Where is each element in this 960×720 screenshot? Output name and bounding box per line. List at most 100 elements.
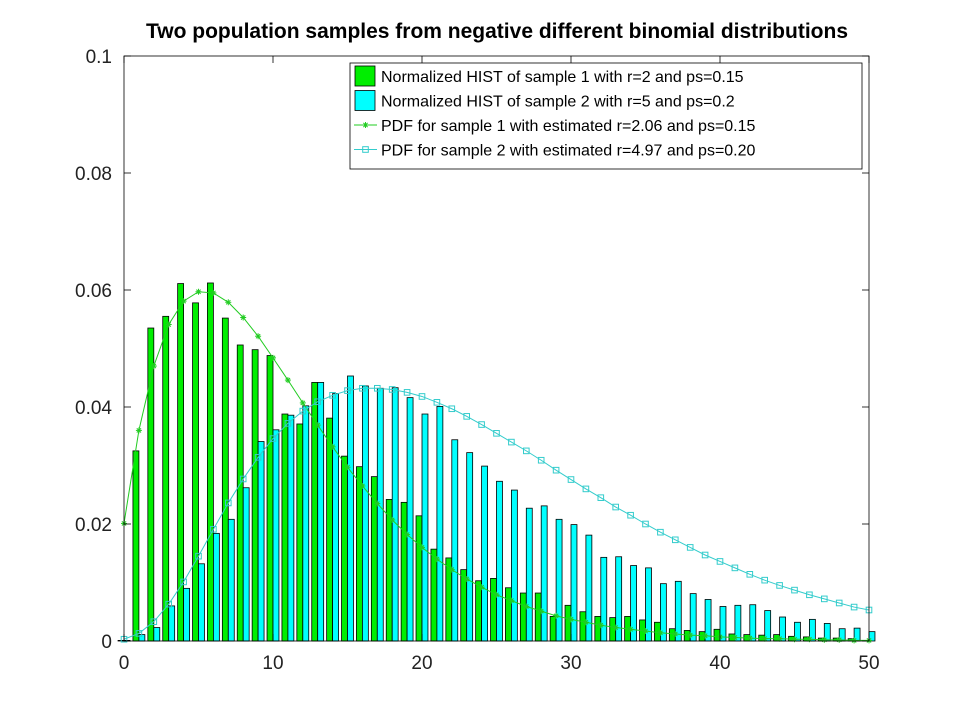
bar-s1-x8 — [236, 344, 244, 642]
bar-s1-x19 — [400, 501, 408, 642]
x-tick-label-40: 40 — [709, 653, 730, 674]
pdf-marker-2-x32 — [597, 494, 605, 501]
pdf-marker-2-x42 — [746, 571, 754, 578]
pdf-marker-2-x16 — [359, 384, 366, 392]
bar-s2-x43 — [764, 610, 772, 642]
pdf-marker-2-x9 — [254, 454, 262, 461]
bar-s2-x21 — [436, 406, 444, 642]
axes-layer: 0 10 20 30 40 50 0 0.02 0.04 0.06 0.08 0.1 — [75, 47, 880, 674]
bar-s2-x2 — [153, 627, 161, 642]
lines-layer — [120, 288, 873, 644]
pdf-marker-1-x35 — [642, 628, 649, 635]
bar-s1-x31 — [579, 611, 587, 642]
pdf-marker-2-x25 — [493, 430, 500, 437]
pdf-marker-1-x24 — [478, 584, 485, 591]
bar-s1-x20 — [415, 515, 423, 642]
y-tick-label-0.1: 0.1 — [86, 47, 112, 68]
pdf-marker-2-x3 — [165, 600, 172, 608]
pdf-marker-2-x5 — [195, 552, 202, 560]
pdf-marker-2-x36 — [657, 528, 664, 536]
bar-s1-x24 — [475, 580, 483, 642]
bar-s1-x32 — [594, 616, 602, 642]
legend-marker-3 — [362, 122, 369, 128]
pdf-marker-1-x3 — [165, 321, 172, 328]
bar-s2-x11 — [287, 414, 295, 642]
pdf-marker-2-x34 — [627, 511, 634, 519]
pdf-marker-2-x14 — [329, 392, 336, 399]
bar-s1-x11 — [281, 413, 289, 642]
bar-s2-x31 — [585, 534, 593, 642]
pdf-marker-1-x49 — [851, 637, 858, 644]
bar-s1-x7 — [221, 317, 229, 642]
pdf-marker-2-x41 — [731, 564, 739, 572]
x-tick-label-20: 20 — [411, 653, 432, 674]
bar-s1-x17 — [370, 476, 378, 642]
pdf-marker-2-x7 — [225, 499, 232, 507]
bar-s2-x5 — [198, 563, 205, 642]
pdf-marker-2-x17 — [374, 384, 381, 392]
pdf-marker-1-x39 — [702, 632, 709, 639]
bar-s2-x7 — [227, 518, 235, 642]
bar-s1-x9 — [251, 349, 259, 642]
pdf-marker-2-x45 — [791, 586, 798, 594]
bar-s2-x13 — [317, 382, 325, 642]
bar-s1-x14 — [326, 417, 334, 642]
bar-s2-x28 — [540, 505, 548, 642]
pdf-marker-1-x1 — [135, 427, 142, 434]
pdf-marker-1-x16 — [359, 482, 366, 489]
bar-s2-x4 — [183, 587, 190, 642]
bar-s2-x18 — [391, 387, 399, 642]
pdf-marker-2-x43 — [761, 576, 769, 584]
pdf-marker-1-x8 — [240, 314, 247, 321]
legend-marker-4 — [362, 146, 369, 153]
pdf-marker-1-x28 — [538, 608, 545, 615]
pdf-marker-2-x38 — [686, 544, 694, 551]
pdf-marker-1-x44 — [776, 635, 783, 642]
bar-s1-x3 — [162, 315, 170, 642]
pdf-marker-1-x2 — [150, 363, 157, 370]
pdf-marker-2-x44 — [776, 582, 783, 589]
pdf-marker-1-x48 — [836, 636, 843, 643]
pdf-marker-2-x18 — [388, 386, 396, 393]
bar-s2-x42 — [749, 604, 757, 642]
bar-s2-x6 — [212, 532, 220, 642]
pdf-marker-1-x9 — [255, 333, 262, 340]
pdf-marker-2-x22 — [448, 405, 456, 413]
pdf-marker-1-x41 — [731, 634, 738, 641]
pdf-marker-2-x2 — [150, 618, 158, 626]
bar-s2-x27 — [525, 507, 533, 642]
pdf-marker-2-x4 — [180, 578, 187, 586]
pdf-marker-1-x25 — [493, 591, 500, 598]
pdf-marker-2-x48 — [835, 599, 843, 607]
legend-swatch-2 — [354, 90, 376, 111]
bar-s2-x41 — [734, 604, 742, 642]
bar-s2-x17 — [376, 387, 384, 642]
y-tick-label-0.02: 0.02 — [75, 515, 112, 536]
pdf-marker-2-x33 — [612, 503, 620, 511]
bar-s2-x32 — [600, 556, 608, 642]
pdf-marker-1-x4 — [180, 298, 187, 305]
pdf-marker-2-x13 — [314, 398, 321, 406]
bar-s1-x25 — [490, 578, 497, 642]
bar-s1-x40 — [713, 628, 721, 642]
pdf-marker-1-x29 — [553, 612, 560, 619]
pdf-marker-2-x11 — [284, 420, 292, 427]
legend-label-2: Normalized HIST of sample 2 with r=5 and… — [381, 94, 735, 111]
pdf-marker-2-x30 — [567, 476, 575, 483]
legend-swatch-1 — [354, 65, 376, 87]
bar-s2-x12 — [302, 405, 310, 642]
pdf-marker-1-x12 — [299, 399, 306, 406]
legend-item-2: Normalized HIST of sample 2 with r=5 and… — [354, 90, 735, 111]
y-tick-label-0: 0 — [101, 632, 112, 653]
bar-s2-x22 — [451, 439, 459, 642]
bar-s2-x16 — [361, 385, 369, 642]
pdf-marker-1-x37 — [672, 630, 679, 637]
bar-s2-x14 — [332, 393, 339, 642]
bar-s1-x16 — [356, 466, 363, 642]
bar-s1-x26 — [505, 587, 512, 642]
bar-s1-x29 — [549, 616, 557, 642]
x-tick-label-30: 30 — [560, 653, 581, 674]
pdf-marker-1-x33 — [612, 624, 619, 631]
legend-box — [349, 62, 863, 170]
